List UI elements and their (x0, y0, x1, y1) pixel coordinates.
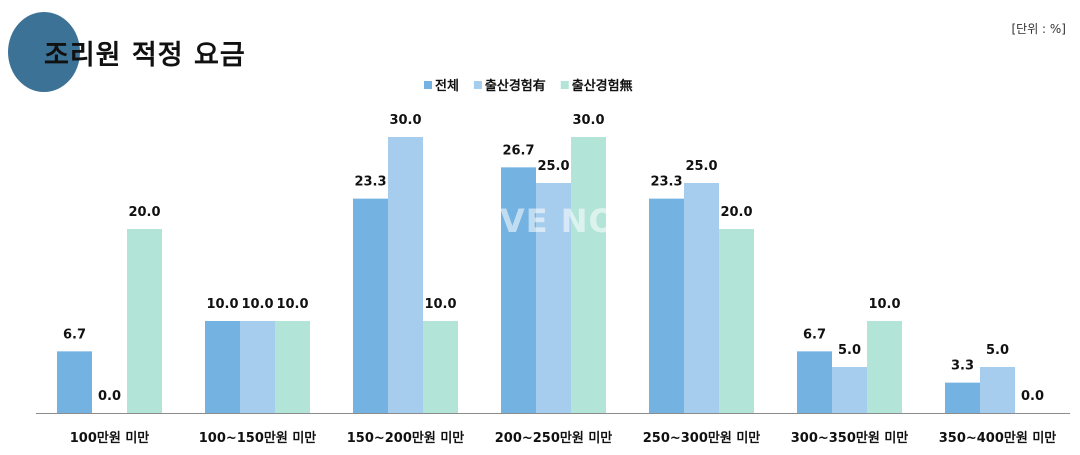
data-label: 20.0 (720, 205, 752, 220)
data-label: 25.0 (537, 159, 569, 174)
x-tick-label: 350~400만원 미만 (939, 430, 1057, 446)
legend-swatch (473, 81, 482, 89)
data-label: 30.0 (572, 113, 604, 128)
data-label: 30.0 (389, 113, 421, 128)
data-label: 6.7 (63, 327, 86, 342)
data-label: 3.3 (951, 359, 974, 374)
x-tick-label: 100~150만원 미만 (199, 430, 317, 446)
bar (536, 183, 571, 413)
x-tick-label: 150~200만원 미만 (347, 430, 465, 446)
data-label: 10.0 (868, 297, 900, 312)
x-tick-label: 200~250만원 미만 (495, 430, 613, 446)
data-label: 6.7 (803, 327, 826, 342)
bar (684, 183, 719, 413)
data-label: 0.0 (1021, 389, 1044, 404)
title-circle (8, 12, 80, 92)
legend-label: 전체 (435, 78, 459, 94)
data-label: 10.0 (241, 297, 273, 312)
data-label: 10.0 (206, 297, 238, 312)
bar (127, 229, 162, 413)
bar (571, 137, 606, 413)
data-label: 23.3 (354, 175, 386, 190)
unit-label: [단위 : %] (1011, 22, 1066, 36)
legend-swatch (560, 81, 569, 89)
bar (57, 351, 92, 413)
data-label: 10.0 (276, 297, 308, 312)
bar (832, 367, 867, 413)
bar (353, 198, 388, 413)
bar (945, 382, 980, 413)
x-tick-label: 300~350만원 미만 (791, 430, 909, 446)
x-tick-label: 250~300만원 미만 (643, 430, 761, 446)
legend-swatch (424, 81, 432, 89)
chart-title: 조리원 적정 요금 (44, 40, 246, 71)
bar (719, 229, 754, 413)
bar (423, 321, 458, 413)
data-label: 23.3 (650, 175, 682, 190)
bar (275, 321, 310, 413)
bar (867, 321, 902, 413)
x-tick-label: 100만원 미만 (70, 430, 150, 446)
watermark: VE NO (500, 202, 617, 240)
data-label: 5.0 (838, 343, 861, 358)
bar (388, 137, 423, 413)
data-label: 20.0 (128, 205, 160, 220)
data-label: 0.0 (98, 389, 121, 404)
bar (501, 167, 536, 413)
bar (797, 351, 832, 413)
data-label: 10.0 (424, 297, 456, 312)
data-label: 25.0 (685, 159, 717, 174)
data-label: 5.0 (986, 343, 1009, 358)
bar (980, 367, 1015, 413)
legend-label: 출산경험有 (485, 78, 546, 94)
data-label: 26.7 (502, 143, 534, 158)
bar (205, 321, 240, 413)
bar (240, 321, 275, 413)
bar (649, 198, 684, 413)
legend-label: 출산경험無 (572, 78, 633, 94)
